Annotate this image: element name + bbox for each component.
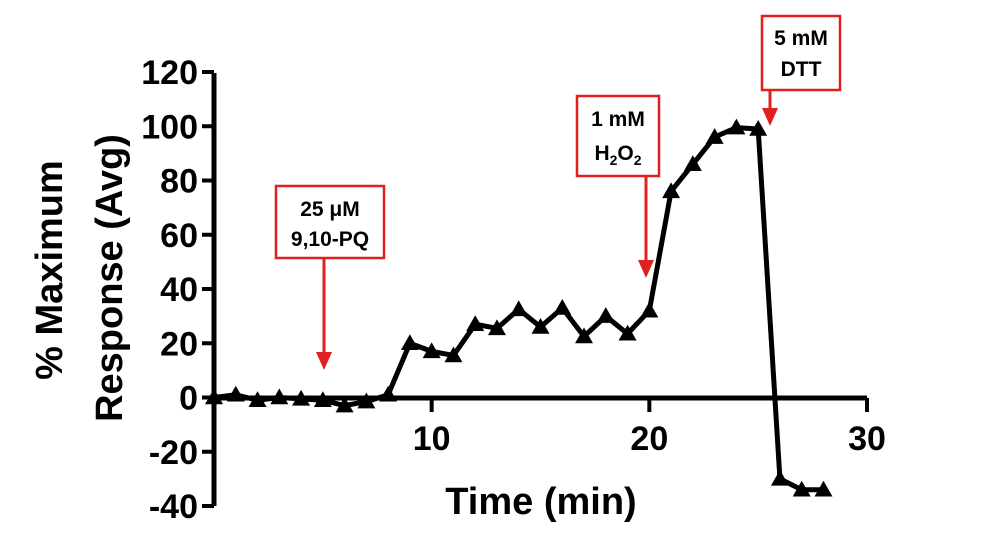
h2o2-sub1: 2 bbox=[610, 152, 618, 168]
data-point-triangle-icon bbox=[509, 300, 528, 317]
x-tick-label: 20 bbox=[630, 420, 668, 458]
data-point-triangle-icon bbox=[444, 346, 463, 363]
y-axis-title-line1: % Maximum bbox=[29, 160, 71, 380]
data-point-triangle-icon bbox=[770, 469, 789, 486]
annotation-dtt-line1: 5 mM bbox=[774, 27, 828, 50]
y-tick-label: -40 bbox=[149, 488, 198, 526]
axes: -40 -20 0 20 40 60 80 100 120 10 20 30 bbox=[141, 54, 886, 526]
data-point-triangle-icon bbox=[487, 319, 506, 336]
annotation-dtt-box bbox=[760, 14, 842, 92]
y-tick-label: 80 bbox=[160, 163, 198, 201]
h2o2-o: O bbox=[617, 142, 633, 165]
data-point-triangle-icon bbox=[749, 119, 768, 136]
data-point-triangle-icon bbox=[705, 128, 724, 144]
annotation-h2o2: 1 mM H2O2 bbox=[575, 94, 661, 278]
data-point-triangle-icon bbox=[662, 182, 681, 199]
y-tick-label: 100 bbox=[141, 108, 198, 146]
annotation-pq-line2: 9,10-PQ bbox=[291, 228, 369, 251]
annotation-h2o2-line1: 1 mM bbox=[591, 108, 645, 131]
h2o2-sub2: 2 bbox=[634, 152, 642, 168]
data-point-triangle-icon bbox=[814, 480, 833, 497]
data-point-triangle-icon bbox=[379, 385, 398, 402]
annotation-dtt-arrow-head bbox=[762, 108, 778, 126]
y-tick-label: -20 bbox=[149, 434, 198, 472]
data-point-triangle-icon bbox=[553, 298, 572, 315]
annotation-dtt-line2: DTT bbox=[781, 58, 822, 81]
data-point-triangle-icon bbox=[683, 155, 702, 171]
data-point-triangle-icon bbox=[226, 385, 245, 402]
data-point-triangle-icon bbox=[357, 392, 376, 409]
annotation-pq-box bbox=[274, 184, 386, 260]
data-point-triangle-icon bbox=[313, 391, 332, 407]
data-point-triangle-icon bbox=[400, 334, 419, 350]
annotation-h2o2-arrow-head bbox=[638, 260, 654, 278]
data-point-triangle-icon bbox=[531, 317, 550, 334]
series-response bbox=[205, 118, 833, 497]
x-axis-title: Time (min) bbox=[445, 481, 636, 523]
y-tick-label: 120 bbox=[141, 54, 198, 92]
data-point-triangle-icon bbox=[727, 118, 746, 135]
data-point-triangle-icon bbox=[248, 391, 267, 407]
data-point-triangle-icon bbox=[618, 324, 637, 341]
data-point-triangle-icon bbox=[335, 396, 354, 413]
data-point-triangle-icon bbox=[575, 327, 594, 344]
data-point-triangle-icon bbox=[270, 388, 289, 405]
y-tick-label: 20 bbox=[160, 325, 198, 363]
annotation-pq: 25 μM 9,10-PQ bbox=[274, 184, 386, 370]
annotation-pq-arrow-head bbox=[316, 352, 332, 370]
y-tick-label: 60 bbox=[160, 217, 198, 255]
x-tick-label: 30 bbox=[848, 420, 886, 458]
h2o2-h: H bbox=[594, 142, 609, 165]
annotation-h2o2-box bbox=[575, 94, 661, 178]
data-point-triangle-icon bbox=[422, 342, 441, 359]
x-tick-label: 10 bbox=[413, 420, 451, 458]
data-point-triangle-icon bbox=[292, 389, 311, 406]
annotation-pq-line1: 25 μM bbox=[300, 198, 360, 221]
data-point-triangle-icon bbox=[640, 301, 659, 318]
data-point-triangle-icon bbox=[205, 388, 223, 405]
y-ticks: -40 -20 0 20 40 60 80 100 120 bbox=[141, 54, 214, 526]
data-point-triangle-icon bbox=[466, 315, 485, 332]
data-point-triangle-icon bbox=[596, 307, 615, 323]
y-tick-label: 40 bbox=[160, 271, 198, 309]
annotation-dtt: 5 mM DTT bbox=[760, 14, 842, 126]
annotation-h2o2-line2: H2O2 bbox=[594, 142, 641, 168]
y-axis-title-line2: Response (Avg) bbox=[89, 134, 131, 422]
data-point-triangle-icon bbox=[792, 480, 811, 497]
y-tick-label: 0 bbox=[179, 380, 198, 418]
x-ticks: 10 20 30 bbox=[413, 398, 886, 458]
